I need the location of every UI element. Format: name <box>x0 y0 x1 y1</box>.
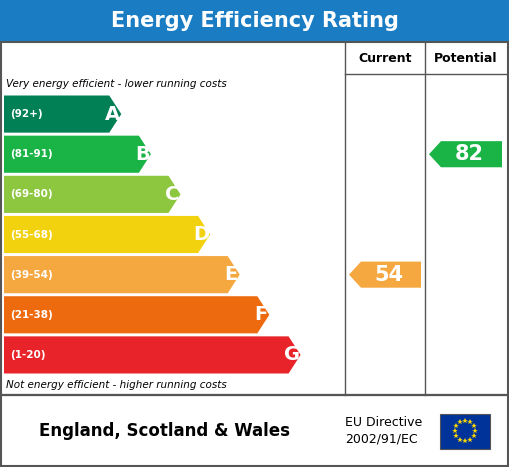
Polygon shape <box>4 135 151 173</box>
Bar <box>1 42 508 395</box>
Bar <box>1 395 508 466</box>
Polygon shape <box>4 296 269 333</box>
Text: Current: Current <box>358 51 412 64</box>
Text: England, Scotland & Wales: England, Scotland & Wales <box>40 422 291 440</box>
Polygon shape <box>4 216 210 253</box>
Text: F: F <box>254 305 268 324</box>
Polygon shape <box>4 95 121 133</box>
Bar <box>0 0 509 42</box>
Text: (1-20): (1-20) <box>10 350 45 360</box>
Text: E: E <box>224 265 238 284</box>
Bar <box>440 413 490 448</box>
Text: D: D <box>193 225 210 244</box>
Polygon shape <box>4 176 181 213</box>
Text: (55-68): (55-68) <box>10 229 53 240</box>
Text: (39-54): (39-54) <box>10 269 53 280</box>
Text: Energy Efficiency Rating: Energy Efficiency Rating <box>110 11 399 31</box>
Text: (69-80): (69-80) <box>10 189 52 199</box>
Text: G: G <box>284 346 300 364</box>
Polygon shape <box>4 336 301 374</box>
Text: Very energy efficient - lower running costs: Very energy efficient - lower running co… <box>6 79 227 89</box>
Polygon shape <box>429 141 502 167</box>
Text: B: B <box>135 145 150 164</box>
Text: C: C <box>165 185 179 204</box>
Text: (81-91): (81-91) <box>10 149 52 159</box>
Polygon shape <box>4 256 240 293</box>
Text: EU Directive
2002/91/EC: EU Directive 2002/91/EC <box>345 416 422 446</box>
Polygon shape <box>349 262 421 288</box>
Text: Not energy efficient - higher running costs: Not energy efficient - higher running co… <box>6 380 227 390</box>
Text: (21-38): (21-38) <box>10 310 53 320</box>
Text: 54: 54 <box>374 265 403 285</box>
Text: A: A <box>105 105 121 124</box>
Text: Potential: Potential <box>434 51 497 64</box>
Text: 82: 82 <box>455 144 484 164</box>
Text: (92+): (92+) <box>10 109 43 119</box>
